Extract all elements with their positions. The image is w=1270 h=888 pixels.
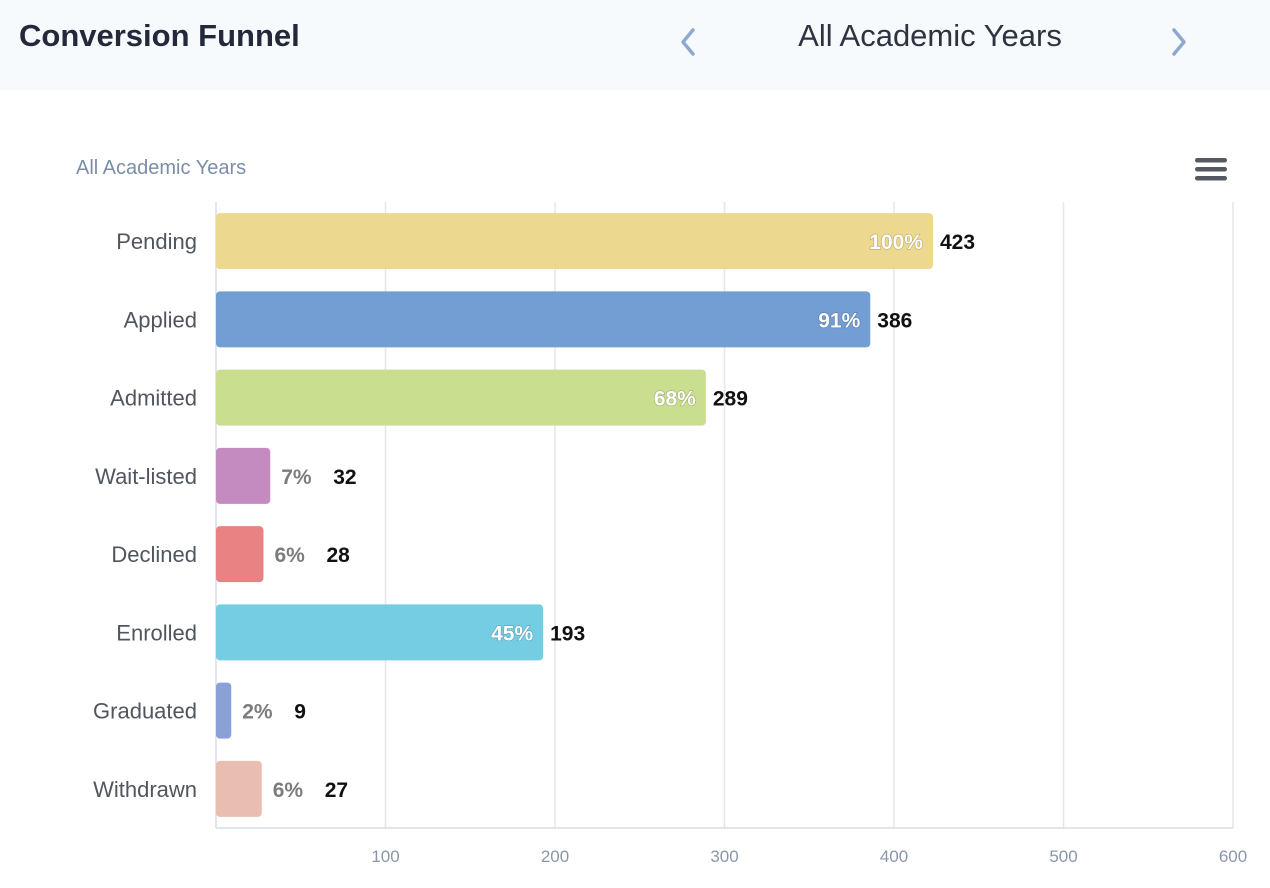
bar-admitted[interactable] — [216, 369, 706, 426]
bar-enrolled[interactable] — [216, 604, 544, 661]
chart-card: All Academic Years 100 200 300 400 500 600 Pen… — [0, 90, 1270, 888]
chevron-left-icon — [681, 28, 695, 56]
bar-declined[interactable] — [216, 526, 264, 583]
bar-applied[interactable] — [216, 291, 871, 348]
value-label: 32 — [333, 466, 356, 489]
percent-label: 7% — [281, 466, 312, 489]
value-label: 386 — [877, 309, 912, 332]
category-label: Graduated — [93, 699, 197, 724]
previous-year-button[interactable] — [673, 22, 705, 62]
percent-label: 91% — [818, 309, 860, 332]
percent-label: 45% — [491, 622, 533, 645]
category-label: Declined — [111, 542, 197, 567]
bar-pending[interactable] — [216, 213, 933, 270]
x-tick-label: 600 — [1219, 847, 1247, 866]
x-tick-label: 400 — [880, 847, 908, 866]
page-title: Conversion Funnel — [19, 18, 300, 53]
category-label: Wait-listed — [95, 464, 197, 489]
percent-label: 68% — [654, 388, 696, 411]
x-tick-label: 300 — [710, 847, 738, 866]
percent-label: 6% — [273, 779, 304, 802]
chevron-right-icon — [1172, 28, 1186, 56]
bar-graduated[interactable] — [216, 682, 232, 739]
percent-label: 2% — [242, 701, 273, 724]
category-label: Applied — [124, 307, 197, 332]
chart-subtitle: All Academic Years — [76, 157, 246, 179]
category-label: Admitted — [110, 386, 197, 411]
x-tick-label: 100 — [371, 847, 399, 866]
value-label: 27 — [325, 779, 348, 802]
percent-label: 100% — [869, 231, 923, 254]
header-bar: Conversion Funnel All Academic Years — [0, 0, 1270, 90]
value-label: 9 — [294, 701, 306, 724]
chart-labels: 100 200 300 400 500 600 Pending 100% 423 Applied 9… — [93, 229, 1247, 866]
value-label: 289 — [713, 388, 748, 411]
category-label: Withdrawn — [93, 777, 197, 802]
hamburger-menu-icon — [1195, 158, 1227, 181]
value-label: 28 — [326, 544, 350, 567]
value-label: 193 — [550, 622, 585, 645]
bar-withdrawn[interactable] — [216, 760, 262, 817]
x-tick-label: 500 — [1049, 847, 1077, 866]
x-tick-label: 200 — [541, 847, 569, 866]
bar-wait-listed[interactable] — [216, 447, 271, 504]
next-year-button[interactable] — [1162, 22, 1194, 62]
chart-menu-button[interactable] — [1190, 154, 1232, 188]
year-selector-label: All Academic Years — [798, 18, 1062, 53]
percent-label: 6% — [274, 544, 305, 567]
category-label: Enrolled — [116, 620, 197, 645]
value-label: 423 — [940, 231, 975, 254]
chart-bars — [216, 213, 933, 817]
funnel-bar-chart: All Academic Years 100 200 300 400 500 600 Pen… — [76, 154, 1247, 866]
category-label: Pending — [116, 229, 197, 254]
